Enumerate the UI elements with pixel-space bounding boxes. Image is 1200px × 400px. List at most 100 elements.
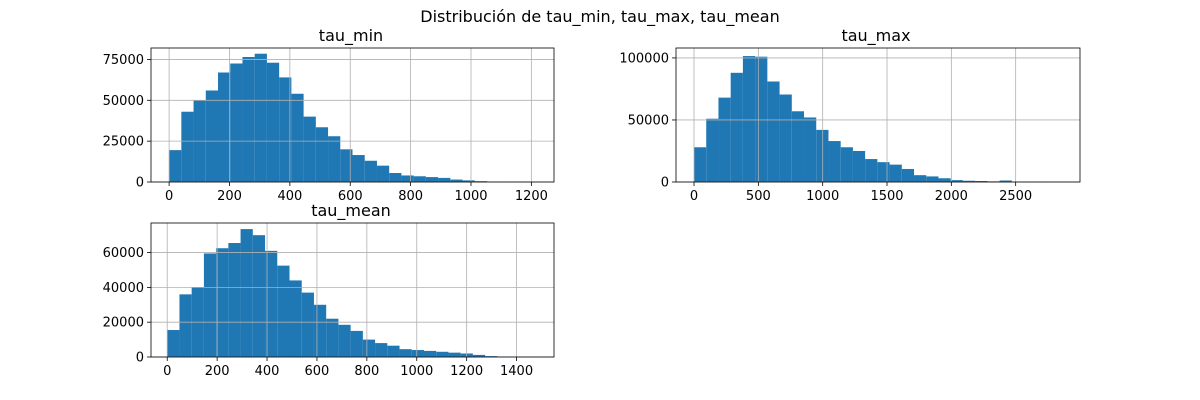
histogram-bar [387,345,400,357]
histogram-bar [411,350,424,357]
x-tick-label: 600 [305,364,330,379]
histogram-bar [914,175,927,182]
histogram-bar [328,136,341,182]
histogram-bar [167,330,180,357]
x-tick-label: 200 [205,364,230,379]
histogram-bar [277,265,290,357]
y-tick-label: 50000 [103,94,144,109]
histogram-bar [352,155,365,182]
histogram-bar [313,304,327,357]
histogram-bar [767,81,780,182]
histogram-bar [436,351,449,357]
y-tick-label: 0 [136,351,144,366]
histogram-bar [706,118,719,182]
histogram-bar [252,235,266,357]
histogram-bar [485,356,498,357]
histogram-tau-max: tau_max 0 500 1000 1500 2000 2500 0 50000 100000 [619,26,1081,204]
histogram-tau-mean: tau_mean 0 200 400 600 800 1000 1200 1400 0 20000… [103,201,555,379]
x-tick-label: 1200 [515,189,548,204]
histogram-bar [450,179,463,182]
axes-frame [675,47,1081,183]
histogram-bar [279,77,292,182]
histogram-bar [240,229,253,357]
histogram-bar [169,150,182,182]
x-tick-label: 2500 [999,189,1032,204]
histogram-bar [389,173,402,182]
histogram-bar [804,117,817,182]
histogram-bar [181,111,194,182]
histogram-bar [242,56,255,182]
histogram-bar [472,354,486,357]
histogram-bar [889,164,902,182]
x-tick-label: 1500 [870,189,903,204]
x-tick-label: 1000 [400,364,433,379]
histogram-bar [230,63,243,182]
x-tick-label: 400 [277,189,302,204]
histogram-bar [289,280,302,357]
histogram-bar [975,181,988,182]
histogram-bar [291,93,304,182]
histogram-bar [205,90,219,182]
x-tick-label: 1000 [806,189,839,204]
axes-frame [150,222,555,358]
axes-frame [150,47,555,183]
histogram-tau-min: tau_min 0 200 400 600 800 1000 1200 0 25000 50000… [103,26,555,204]
histogram-bar [901,168,915,182]
histogram-bar [423,350,437,357]
x-tick-label: 200 [217,189,242,204]
y-tick-label: 50000 [628,113,669,128]
x-tick-label: 400 [255,364,280,379]
histogram-bar [840,147,853,182]
x-tick-label: 1200 [450,364,483,379]
histogram-bar [438,177,451,182]
y-tick-label: 0 [661,176,669,191]
histogram-bar [865,159,878,182]
y-tick-label: 60000 [103,246,144,261]
histogram-bar [338,324,351,357]
histogram-bar [755,56,768,182]
histogram-bar [216,248,229,357]
histogram-bar [228,243,241,357]
histogram-bar [852,150,866,182]
histogram-bar [926,176,939,182]
histogram-bar [179,294,192,357]
histogram-bar [718,97,731,182]
x-tick-label: 500 [746,189,771,204]
histogram-bar [999,180,1012,182]
x-tick-label: 0 [690,189,698,204]
figure-title: Distribución de tau_min, tau_max, tau_me… [420,7,779,27]
histogram-bar [938,178,951,182]
histogram-bar [828,141,841,182]
x-tick-label: 1000 [454,189,487,204]
histogram-bar [265,250,278,357]
y-tick-label: 100000 [619,51,669,66]
x-tick-label: 800 [354,364,379,379]
histogram-bar [413,176,426,182]
histogram-bar [326,318,339,357]
histogram-bar [694,147,707,182]
histogram-bar [376,165,390,182]
histogram-bar [364,160,377,182]
y-tick-label: 20000 [103,316,144,331]
histogram-bar [350,330,363,357]
histogram-bar [218,72,231,182]
x-tick-label: 0 [163,364,171,379]
y-tick-label: 75000 [103,53,144,68]
histogram-bar [962,180,976,182]
x-tick-label: 800 [398,189,423,204]
histogram-bar [315,127,329,182]
histogram-bar [375,343,388,357]
histogram-bar [730,72,743,182]
histogram-bar [950,180,963,182]
histogram-bar [877,162,890,182]
histogram-bar [742,56,756,183]
histogram-bar [399,349,412,357]
histogram-bar [462,180,475,182]
x-tick-label: 1400 [500,364,533,379]
histogram-bar [425,177,439,182]
histogram-bar [791,111,805,182]
histogram-bar [474,181,487,182]
panel-title: tau_min [319,26,383,46]
histogram-bar [340,149,353,182]
